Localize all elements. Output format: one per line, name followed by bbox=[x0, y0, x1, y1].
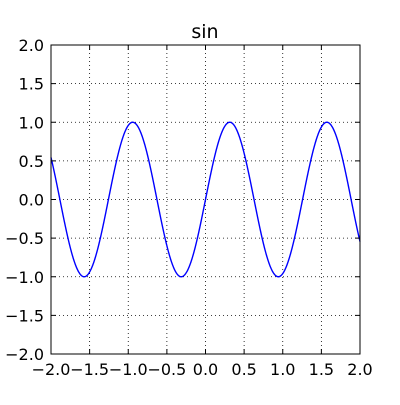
x-tick-labels: −2.0 −1.5 −1.0 −0.5 0.0 0.5 1.0 1.5 2.0 bbox=[32, 360, 373, 379]
x-tick-label: 2.0 bbox=[347, 360, 372, 379]
y-tick-label: 0.5 bbox=[19, 152, 44, 171]
chart-title: sin bbox=[191, 21, 218, 43]
x-tick-label: 0.0 bbox=[193, 360, 218, 379]
y-tick-labels: −2.0 −1.5 −1.0 −0.5 0.0 0.5 1.0 1.5 2.0 bbox=[5, 36, 44, 364]
x-tick-label: 0.5 bbox=[231, 360, 256, 379]
y-tick-label: 2.0 bbox=[19, 36, 44, 55]
x-tick-label: −1.0 bbox=[109, 360, 148, 379]
y-tick-label: −0.5 bbox=[5, 229, 44, 248]
x-tick-label: 1.0 bbox=[270, 360, 295, 379]
x-tick-label: −0.5 bbox=[147, 360, 186, 379]
y-tick-label: −2.0 bbox=[5, 345, 44, 364]
x-tick-label: −1.5 bbox=[70, 360, 109, 379]
x-tick-label: 1.5 bbox=[309, 360, 334, 379]
y-tick-label: 1.5 bbox=[19, 75, 44, 94]
y-tick-label: −1.0 bbox=[5, 268, 44, 287]
y-tick-label: 1.0 bbox=[19, 113, 44, 132]
y-tick-label: −1.5 bbox=[5, 306, 44, 325]
y-tick-label: 0.0 bbox=[19, 191, 44, 210]
